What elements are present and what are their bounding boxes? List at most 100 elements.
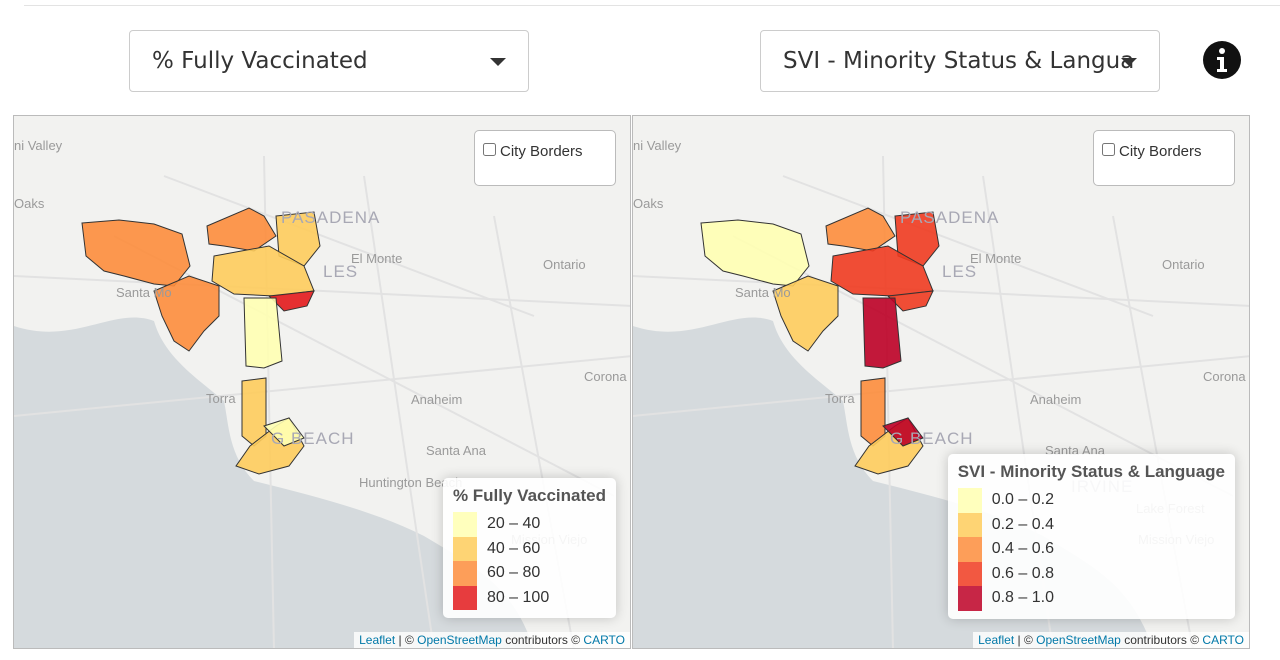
legend-item: 60 – 80 [452,561,606,586]
road [363,175,435,648]
info-icon[interactable] [1203,41,1241,79]
dropdown-text: % Fully Vaccinated [152,48,368,74]
road [782,175,1154,317]
checkbox-label: City Borders [1119,143,1202,160]
place-label: LES [323,262,359,281]
variable-dropdown[interactable]: % Fully Vaccinated [129,30,529,92]
legend-title: % Fully Vaccinated [452,486,606,505]
region [81,219,191,287]
attribution: Leaflet | © OpenStreetMap contributors ©… [354,632,630,648]
dropdown-text: SVI - Minority Status & Langua [783,48,1135,74]
link[interactable]: CARTO [1202,633,1244,647]
legend-label: 0.2 – 0.4 [991,515,1054,533]
region [825,207,896,252]
legend-swatch [957,512,982,537]
legend-item: 40 – 60 [452,536,606,561]
legend-swatch [452,561,477,586]
region [772,275,839,352]
place-label: Oaks [14,196,45,211]
legend-swatch [957,586,982,611]
legend-swatch [452,512,477,537]
ocean [14,317,534,648]
region [263,417,305,447]
place-label: Ontario [543,257,586,272]
region [882,417,924,447]
attribution: Leaflet | © OpenStreetMap contributors ©… [973,632,1249,648]
legend-item: 20 – 40 [452,512,606,537]
legend-item: 0.2 – 0.4 [957,512,1225,537]
region [243,297,283,369]
place-label: Anaheim [411,392,463,407]
legend-label: 0.4 – 0.6 [991,540,1054,557]
region [275,211,321,267]
place-label: Torra [206,391,236,406]
legend-item: 0.8 – 1.0 [957,586,1225,611]
link[interactable]: OpenStreetMap [417,633,502,647]
place-label: ni Valley [14,138,63,153]
region [700,219,810,287]
divider [24,5,1280,6]
place-label: G BEACH [890,429,974,448]
place-label: El Monte [351,251,403,266]
road [14,275,630,307]
legend-swatch [957,537,982,562]
region [206,207,277,252]
region [241,377,267,447]
legend-item: 0.4 – 0.6 [957,537,1225,562]
city-borders-control: City Borders [1093,130,1235,186]
place-label: Santa Mo [116,285,172,300]
legend-item: 0.0 – 0.2 [957,488,1225,513]
link[interactable]: Leaflet [978,633,1015,647]
region [894,211,940,267]
attribution-text: contributors © [1124,633,1200,647]
road [633,275,1249,307]
place-label: Huntington Beach [359,475,463,490]
link[interactable]: CARTO [583,633,625,647]
region [153,275,220,352]
attribution-text: | © [398,633,414,647]
checkbox[interactable] [1102,143,1115,156]
legend-label: 0.0 – 0.2 [991,491,1054,508]
place-label: Anaheim [1030,392,1082,407]
place-label: Corona [584,369,627,384]
legend-title: SVI - Minority Status & Language [957,462,1225,481]
caret [1121,58,1137,66]
region [886,290,934,312]
basemap [14,155,630,648]
road [14,355,630,417]
place-label: El Monte [970,251,1022,266]
variable-dropdown[interactable]: SVI - Minority Status & Langua [760,30,1160,92]
link[interactable]: Leaflet [359,633,396,647]
legend-swatch [452,585,477,610]
legend-label: 0.6 – 0.8 [991,564,1054,582]
place-label: LES [942,262,978,281]
legend-label: 20 – 40 [486,515,541,532]
place-label: Ontario [1162,257,1205,272]
caret [490,58,506,66]
map[interactable]: ni Valley Oaks PASADENA LES El Monte Ontario S… [13,115,631,649]
legend-label: 40 – 60 [486,539,541,557]
legend-swatch [957,488,982,513]
legend-label: 0.8 – 1.0 [991,589,1054,606]
city-borders-control: City Borders [474,130,616,186]
map[interactable]: ni Valley Oaks PASADENA LES El Monte Ontario S… [632,115,1250,649]
legend-item: 0.6 – 0.8 [957,561,1225,586]
link[interactable]: OpenStreetMap [1036,633,1121,647]
checkbox[interactable] [483,143,496,156]
attribution-text: contributors © [505,633,581,647]
place-label: Corona [1203,369,1246,384]
checkbox-label: City Borders [500,143,583,160]
road [163,175,535,317]
place-label: PASADENA [900,208,1000,227]
place-label: G BEACH [271,429,355,448]
region [860,377,886,447]
region [862,297,902,369]
legend-label: 60 – 80 [486,564,541,581]
legend-swatch [452,536,477,561]
place-label: Santa Ana [426,443,486,458]
legend-label: 80 – 100 [486,588,550,606]
road [633,355,1249,417]
place-label: Oaks [633,196,664,211]
place-label: Santa Mo [735,285,791,300]
place-label: ni Valley [633,138,682,153]
